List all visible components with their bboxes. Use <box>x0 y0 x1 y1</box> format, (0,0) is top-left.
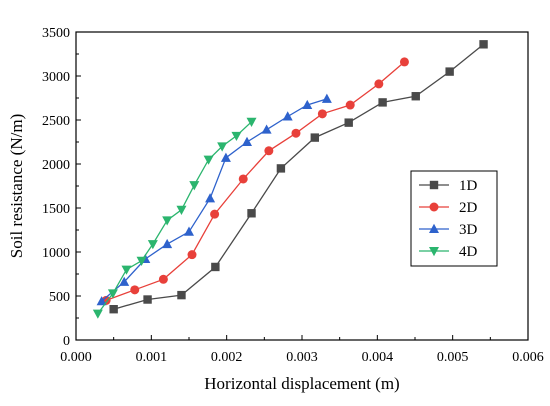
series-4d-point <box>189 181 200 191</box>
series-4d-point <box>121 265 132 275</box>
series-3d-point <box>96 296 107 306</box>
y-axis-title: Soil resistance (N/m) <box>7 114 26 258</box>
y-tick-label: 500 <box>49 290 70 305</box>
series-4d-point <box>176 205 187 215</box>
y-tick-label: 0 <box>63 334 70 349</box>
series-2d <box>101 57 409 305</box>
series-3d <box>96 93 332 306</box>
series-2d-point <box>210 209 220 219</box>
series-3d-point <box>282 111 293 121</box>
series-3d-point <box>162 238 173 249</box>
series-1d-point <box>109 305 118 314</box>
series-4d-point <box>162 216 173 226</box>
y-tick-label: 1500 <box>42 202 70 217</box>
series-3d-point <box>220 152 231 162</box>
legend-marker-2d <box>429 202 439 212</box>
series-3d-point <box>302 99 313 110</box>
series-2d-point <box>374 79 384 89</box>
series-4d-point <box>92 309 103 319</box>
series-2d-point <box>130 285 140 295</box>
series-3d-point <box>321 93 332 103</box>
series-2d-point <box>345 100 355 110</box>
series-2d-line <box>105 61 405 302</box>
series-2d-point <box>399 57 409 67</box>
legend-marker-3d <box>429 223 439 233</box>
legend-label-4d: 4D <box>459 244 478 260</box>
series-2d-point <box>317 109 327 119</box>
series-4d-point <box>231 131 242 142</box>
legend-label-1d: 1D <box>459 178 478 194</box>
series-1d-point <box>411 92 420 101</box>
y-tick-label: 2500 <box>42 114 70 129</box>
series-layer <box>92 40 488 319</box>
series-1d <box>109 40 488 314</box>
legend-label-3d: 3D <box>459 222 478 238</box>
series-1d-line <box>113 43 485 310</box>
series-2d-point <box>238 174 248 184</box>
y-tick-label: 3500 <box>42 26 70 41</box>
series-3d-point <box>242 136 253 146</box>
y-tick-label: 2000 <box>42 158 70 173</box>
legend: 1D 2D 3D 4D <box>410 170 498 267</box>
x-axis-title: Horizontal displacement (m) <box>204 374 399 393</box>
x-tick-label: 0.001 <box>136 350 168 365</box>
x-tick-label: 0.002 <box>211 350 243 365</box>
legend-box <box>410 170 498 267</box>
y-tick-label: 3000 <box>42 70 70 85</box>
x-tick-label: 0.004 <box>362 350 394 365</box>
x-tick-label: 0.003 <box>286 350 318 365</box>
x-tick-label: 0.000 <box>60 350 92 365</box>
series-3d-point <box>261 124 272 134</box>
series-4d-point <box>203 155 214 165</box>
series-2d-point <box>187 250 197 260</box>
series-1d-point <box>445 67 454 76</box>
series-3d-point <box>205 193 216 203</box>
series-2d-point <box>158 274 168 284</box>
series-4d <box>92 117 257 319</box>
series-1d-point <box>276 164 286 173</box>
series-2d-point <box>291 128 301 138</box>
x-tick-label: 0.006 <box>512 350 544 365</box>
series-2d-point <box>264 146 274 156</box>
series-1d-point <box>479 40 488 49</box>
legend-marker-1d <box>429 180 439 190</box>
legend-label-2d: 2D <box>459 200 478 216</box>
series-4d-point <box>217 142 228 152</box>
series-4d-point <box>147 240 158 250</box>
series-1d-point <box>310 133 320 142</box>
legend-marker-4d <box>429 247 439 257</box>
series-4d-point <box>246 117 257 127</box>
series-3d-point <box>184 226 194 236</box>
series-1d-point <box>177 290 186 300</box>
series-4d-point <box>107 289 118 299</box>
y-tick-label: 1000 <box>42 246 70 261</box>
series-1d-point <box>211 262 220 272</box>
series-1d-point <box>247 209 256 218</box>
series-1d-point <box>344 118 353 127</box>
series-1d-point <box>143 295 152 304</box>
series-1d-point <box>378 98 387 107</box>
series-4d-point <box>136 256 147 266</box>
x-tick-label: 0.005 <box>437 350 469 365</box>
series-3d-point <box>119 276 130 286</box>
axes: 0.000 0.001 0.002 0.003 0.004 0.005 0.006 0 500 1… <box>42 26 544 365</box>
